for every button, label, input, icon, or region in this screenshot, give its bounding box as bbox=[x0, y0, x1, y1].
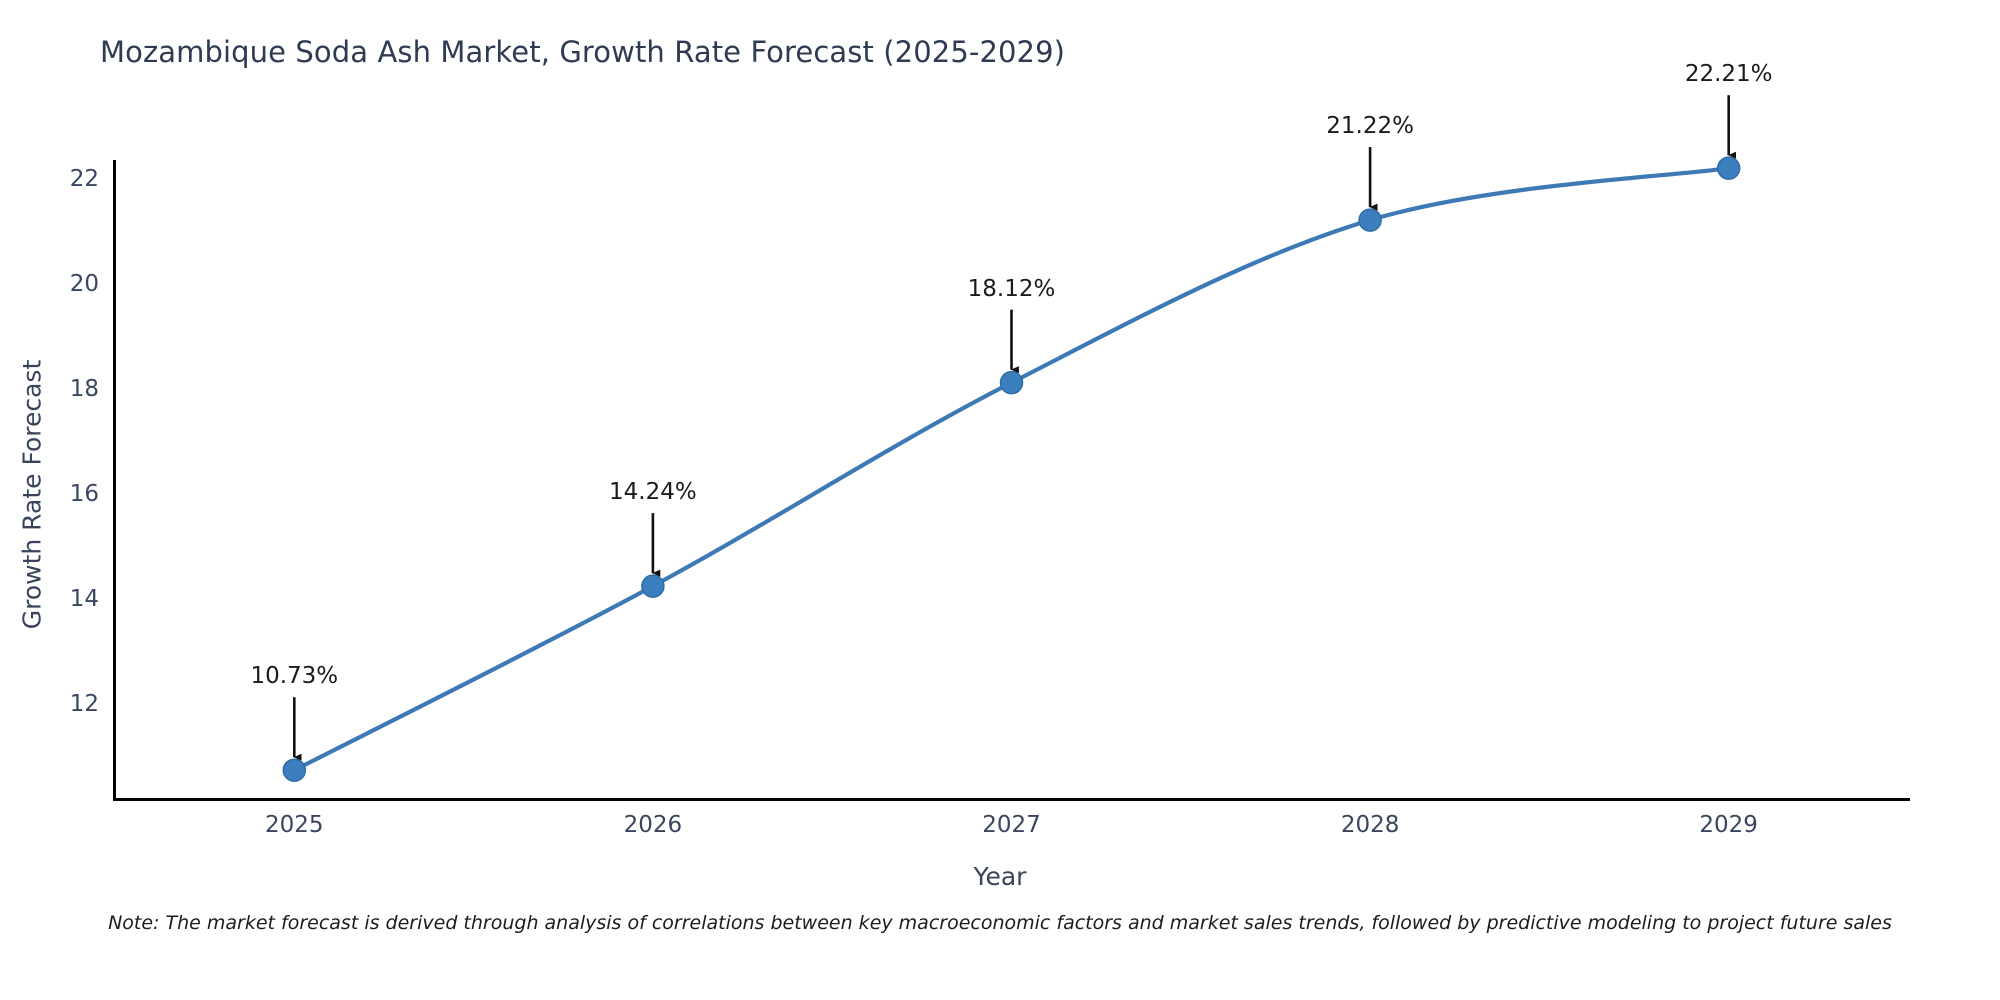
y-tick-label: 16 bbox=[69, 480, 99, 507]
annotation-arrows bbox=[292, 95, 1737, 761]
chart-title: Mozambique Soda Ash Market, Growth Rate … bbox=[100, 35, 1066, 69]
x-tick-label: 2028 bbox=[1340, 812, 1400, 838]
x-axis-spine bbox=[113, 798, 1910, 801]
x-tick-label: 2025 bbox=[265, 812, 324, 838]
series-markers bbox=[282, 156, 1741, 782]
data-point-label: 10.73% bbox=[250, 663, 339, 690]
y-tick-label: 20 bbox=[69, 271, 99, 298]
x-tick-label: 2026 bbox=[623, 812, 683, 838]
y-tick-label: 18 bbox=[69, 375, 99, 402]
data-point-marker[interactable] bbox=[999, 370, 1024, 395]
y-tick-label: 22 bbox=[69, 166, 99, 193]
series-line bbox=[292, 166, 1731, 773]
footnote: Note: The market forecast is derived thr… bbox=[108, 912, 1892, 934]
data-point-label: 21.22% bbox=[1326, 113, 1414, 140]
data-point-label: 18.12% bbox=[967, 275, 1056, 302]
y-tick-label: 12 bbox=[69, 690, 99, 717]
x-tick-label: 2027 bbox=[982, 812, 1041, 838]
y-axis-spine bbox=[113, 160, 116, 801]
data-point-label: 22.21% bbox=[1684, 61, 1773, 88]
y-tick-label: 14 bbox=[69, 585, 99, 612]
data-point-marker[interactable] bbox=[282, 758, 307, 782]
data-point-marker[interactable] bbox=[1716, 156, 1741, 180]
data-point-marker[interactable] bbox=[641, 574, 665, 598]
data-point-marker[interactable] bbox=[1358, 208, 1382, 232]
x-axis-title: Year bbox=[973, 862, 1027, 891]
x-tick-label: 2029 bbox=[1699, 812, 1758, 838]
data-point-label: 14.24% bbox=[609, 479, 697, 506]
